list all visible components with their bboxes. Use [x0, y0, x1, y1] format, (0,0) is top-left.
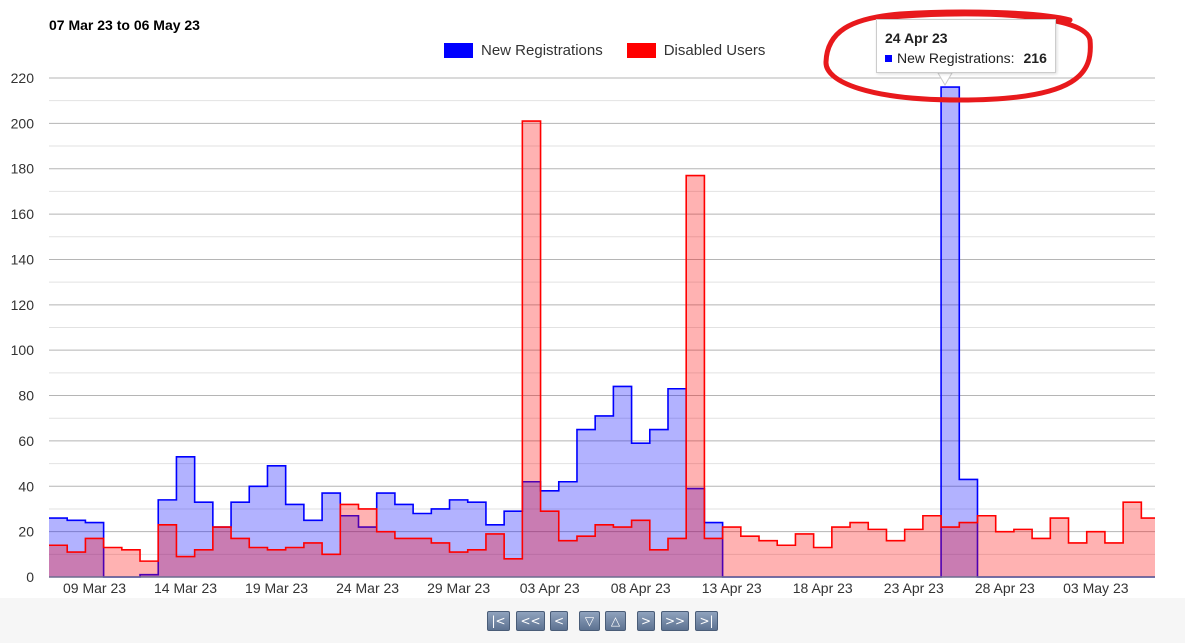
- x-tick-label: 19 Mar 23: [245, 580, 308, 596]
- tooltip-series-label: New Registrations:: [897, 50, 1015, 66]
- nav-prev-button[interactable]: <: [550, 611, 568, 631]
- tooltip-date: 24 Apr 23: [885, 30, 948, 46]
- x-tick-label: 24 Mar 23: [336, 580, 399, 596]
- nav-next-page-button[interactable]: >>: [661, 611, 689, 631]
- legend-swatch-disabled-users: [626, 43, 656, 58]
- y-tick-label: 120: [11, 297, 35, 313]
- x-tick-label: 09 Mar 23: [63, 580, 126, 596]
- legend-label-new-registrations: New Registrations: [481, 42, 603, 59]
- y-tick-label: 180: [11, 161, 35, 177]
- legend: New Registrations Disabled Users: [444, 42, 765, 59]
- area-disabled-users: [49, 121, 1155, 577]
- y-tick-label: 40: [18, 478, 34, 494]
- nav-next-button[interactable]: >: [637, 611, 655, 631]
- nav-last-button[interactable]: >|: [695, 611, 718, 631]
- x-tick-label: 18 Apr 23: [793, 580, 853, 596]
- x-tick-label: 14 Mar 23: [154, 580, 217, 596]
- nav-zoom-out-button[interactable]: ▽: [579, 611, 600, 631]
- x-tick-label: 23 Apr 23: [884, 580, 944, 596]
- tooltip-pointer: [937, 72, 953, 86]
- navigation-bar: |< << < ▽ △ > >> >|: [0, 598, 1185, 643]
- line-disabled-users: [49, 120, 1155, 562]
- chart: 0 20 40 60 80 100 120 140 160 180 200 220 09 Mar 23 1…: [11, 9, 1155, 596]
- nav-zoom-in-button[interactable]: △: [605, 611, 626, 631]
- y-tick-label: 100: [11, 342, 35, 358]
- y-tick-label: 60: [18, 433, 34, 449]
- y-tick-label: 160: [11, 206, 35, 222]
- tooltip-value: 216: [1023, 50, 1047, 66]
- tooltip: 24 Apr 23 New Registrations: 216: [876, 19, 1056, 73]
- y-tick-label: 80: [18, 388, 34, 404]
- x-tick-label: 28 Apr 23: [975, 580, 1035, 596]
- chart-title: 07 Mar 23 to 06 May 23: [49, 17, 200, 33]
- x-tick-label: 03 Apr 23: [520, 580, 580, 596]
- x-tick-label: 13 Apr 23: [702, 580, 762, 596]
- legend-swatch-new-registrations: [444, 43, 473, 58]
- nav-first-button[interactable]: |<: [487, 611, 510, 631]
- y-tick-label: 20: [18, 524, 34, 540]
- legend-item-new-registrations[interactable]: New Registrations: [444, 42, 603, 59]
- y-tick-label: 220: [11, 70, 35, 86]
- legend-label-disabled-users: Disabled Users: [663, 42, 766, 59]
- area-new-registrations: [49, 87, 1155, 577]
- y-tick-label: 0: [26, 569, 34, 585]
- x-tick-label: 03 May 23: [1063, 580, 1129, 596]
- legend-item-disabled-users[interactable]: Disabled Users: [626, 42, 766, 59]
- nav-prev-page-button[interactable]: <<: [516, 611, 545, 631]
- tooltip-series-marker: [885, 54, 892, 62]
- y-tick-label: 200: [11, 115, 35, 131]
- y-tick-label: 140: [11, 251, 35, 267]
- annotation-circle: [823, 9, 1093, 103]
- tooltip-row: New Registrations: 216: [885, 50, 1047, 66]
- x-tick-label: 29 Mar 23: [427, 580, 490, 596]
- x-tick-label: 08 Apr 23: [611, 580, 671, 596]
